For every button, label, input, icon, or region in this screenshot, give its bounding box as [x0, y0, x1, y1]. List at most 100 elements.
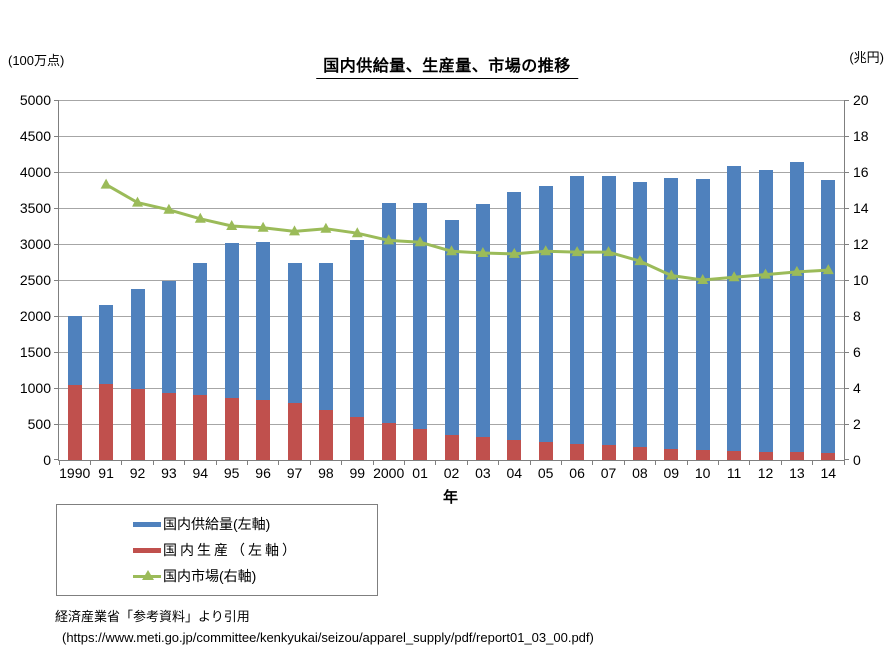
- left-axis-unit-label: (100万点): [8, 53, 65, 68]
- x-axis-tick-label: 13: [789, 465, 805, 481]
- market-marker: [697, 274, 709, 284]
- production-bar: [350, 416, 365, 460]
- legend-label-market: 国内市場(右軸): [163, 568, 257, 584]
- supply-bar: [601, 176, 616, 460]
- market-marker: [508, 247, 520, 258]
- x-axis-tick-label: 1990: [59, 465, 91, 481]
- market-marker: [665, 269, 677, 280]
- supply-bar: [507, 192, 522, 460]
- right-axis-tick: [844, 315, 849, 317]
- left-axis-tick: [54, 351, 59, 353]
- market-marker: [289, 225, 300, 236]
- right-axis-tick-label: 12: [853, 236, 869, 252]
- x-axis-tick-label: 07: [600, 465, 617, 481]
- x-axis-tick-label: 92: [129, 465, 146, 481]
- market-marker: [791, 265, 803, 276]
- supply-legend-swatch: [133, 521, 161, 527]
- market-marker: [414, 236, 426, 247]
- supply-bar: [444, 219, 459, 460]
- market-line: [105, 183, 829, 282]
- market-marker: [540, 245, 552, 256]
- right-axis-tick: [844, 387, 849, 389]
- production-bar: [130, 389, 145, 460]
- x-axis-tick-label: 03: [475, 465, 491, 481]
- left-axis-tick-label: 2500: [19, 272, 51, 288]
- right-axis-tick: [844, 99, 849, 101]
- production-bar: [413, 429, 428, 460]
- supply-bar: [695, 179, 710, 460]
- right-axis-tick: [844, 243, 849, 245]
- market-marker: [100, 178, 112, 189]
- supply-bar: [475, 204, 490, 460]
- right-axis-tick-label: 8: [853, 308, 861, 324]
- production-bar: [287, 403, 302, 460]
- production-bar: [821, 453, 836, 460]
- x-axis-tick: [435, 460, 437, 465]
- legend-item-market: 国内市場(右軸): [133, 565, 377, 587]
- market-marker: [728, 271, 740, 282]
- left-axis-tick: [54, 99, 59, 101]
- right-axis-tick-label: 14: [853, 200, 869, 216]
- production-bar: [444, 434, 459, 460]
- production-bar: [789, 452, 804, 460]
- production-bar: [601, 444, 616, 460]
- x-axis-tick: [89, 460, 91, 465]
- x-axis-tick-label: 99: [349, 465, 366, 481]
- x-axis-tick: [372, 460, 374, 465]
- supply-bar: [632, 182, 647, 460]
- production-bar: [632, 447, 647, 460]
- x-axis-tick-label: 06: [569, 465, 585, 481]
- right-axis-tick: [844, 135, 849, 137]
- production-bar: [664, 448, 679, 460]
- production-bar: [381, 422, 396, 460]
- right-axis-tick-label: 18: [853, 128, 869, 144]
- x-axis-tick-label: 2000: [373, 465, 405, 481]
- market-marker: [226, 220, 238, 230]
- x-axis-tick-label: 91: [98, 465, 114, 481]
- left-axis-tick-label: 1000: [19, 380, 51, 396]
- x-axis-tick-label: 94: [192, 465, 209, 481]
- market-marker: [383, 234, 395, 245]
- left-axis-tick-label: 2000: [19, 308, 51, 324]
- right-axis-tick-label: 0: [853, 452, 861, 468]
- x-axis-tick-label: 02: [443, 465, 460, 481]
- market-marker: [163, 203, 175, 214]
- left-axis-tick-label: 4000: [19, 164, 51, 180]
- y-gridline: [59, 99, 844, 101]
- x-axis-tick: [749, 460, 751, 465]
- right-axis-tick-label: 16: [853, 164, 869, 180]
- market-marker: [571, 246, 583, 257]
- x-axis-tick-label: 14: [820, 465, 837, 481]
- supply-bar: [413, 202, 428, 460]
- production-bar: [67, 384, 82, 460]
- x-axis-tick: [529, 460, 531, 465]
- left-axis-tick-label: 500: [27, 416, 51, 432]
- legend-label-production: 国内生産（左軸）: [163, 542, 299, 558]
- x-axis-title: 年: [442, 489, 458, 506]
- production-bar: [727, 450, 742, 460]
- x-axis-tick: [184, 460, 186, 465]
- left-axis-tick: [54, 207, 59, 209]
- market-marker: [194, 212, 206, 223]
- production-bar: [570, 443, 585, 460]
- market-marker: [257, 221, 269, 232]
- production-bar: [695, 449, 710, 460]
- x-axis-tick: [403, 460, 405, 465]
- right-axis-tick: [844, 207, 849, 209]
- triangle-marker-icon: [142, 570, 154, 580]
- left-axis-tick: [54, 243, 59, 245]
- x-axis-tick: [686, 460, 688, 465]
- right-axis-tick-label: 4: [853, 380, 861, 396]
- left-axis-tick: [54, 423, 59, 425]
- x-axis-tick: [560, 460, 562, 465]
- x-axis-tick: [717, 460, 719, 465]
- x-axis-tick-label: 10: [694, 465, 711, 481]
- x-axis-tick: [341, 460, 343, 465]
- right-axis-tick: [844, 423, 849, 425]
- y-gridline: [59, 135, 844, 137]
- x-axis-tick: [466, 460, 468, 465]
- x-axis-tick-label: 11: [726, 465, 742, 481]
- market-marker: [477, 247, 489, 257]
- production-bar: [99, 384, 114, 460]
- left-axis-tick-label: 4500: [19, 128, 51, 144]
